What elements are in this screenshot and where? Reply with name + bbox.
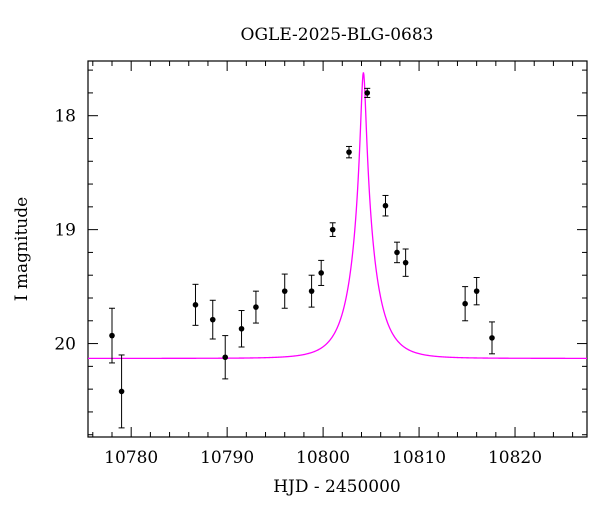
data-point — [329, 226, 336, 233]
y-tick-label: 18 — [54, 107, 76, 127]
axis-ticks — [88, 61, 587, 437]
data-point — [281, 288, 288, 294]
x-axis-label: HJD - 2450000 — [273, 477, 401, 497]
chart-title: OGLE-2025-BLG-0683 — [241, 25, 434, 45]
data-point — [308, 288, 315, 294]
data-point — [489, 335, 495, 341]
x-tick-label: 10790 — [200, 448, 254, 468]
y-tick-label: 19 — [54, 221, 76, 241]
data-point — [318, 270, 324, 276]
tick-labels: 10780 10790 10800 10810 10820 18 19 20 — [54, 107, 542, 468]
data-point — [109, 332, 115, 339]
data-point — [462, 300, 468, 307]
y-tick-label: 20 — [54, 335, 76, 355]
data-point — [382, 202, 389, 209]
data-point — [364, 90, 371, 96]
data-point — [402, 259, 409, 266]
x-tick-label: 10800 — [296, 448, 350, 468]
data-point — [192, 302, 199, 308]
model-curve — [88, 72, 587, 360]
data-point — [222, 354, 229, 361]
data-point — [253, 304, 259, 310]
data-point — [394, 249, 400, 256]
data-point — [473, 288, 480, 294]
data-point — [238, 325, 245, 332]
plot-frame — [87, 60, 588, 438]
data-point — [118, 388, 125, 395]
data-point — [346, 149, 352, 155]
x-tick-label: 10820 — [488, 448, 542, 468]
x-tick-label: 10780 — [104, 448, 158, 468]
x-tick-label: 10810 — [392, 448, 446, 468]
y-axis-label: I magnitude — [12, 197, 32, 301]
data-point — [209, 316, 216, 323]
data-points — [108, 87, 495, 429]
